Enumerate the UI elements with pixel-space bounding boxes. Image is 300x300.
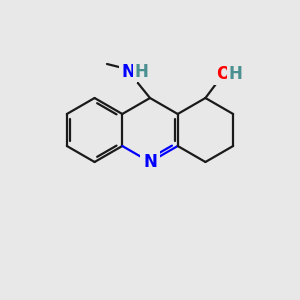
Text: N: N xyxy=(121,63,135,81)
Text: O: O xyxy=(216,65,231,83)
Text: H: H xyxy=(229,65,242,83)
Text: H: H xyxy=(134,63,148,81)
Text: N: N xyxy=(143,153,157,171)
